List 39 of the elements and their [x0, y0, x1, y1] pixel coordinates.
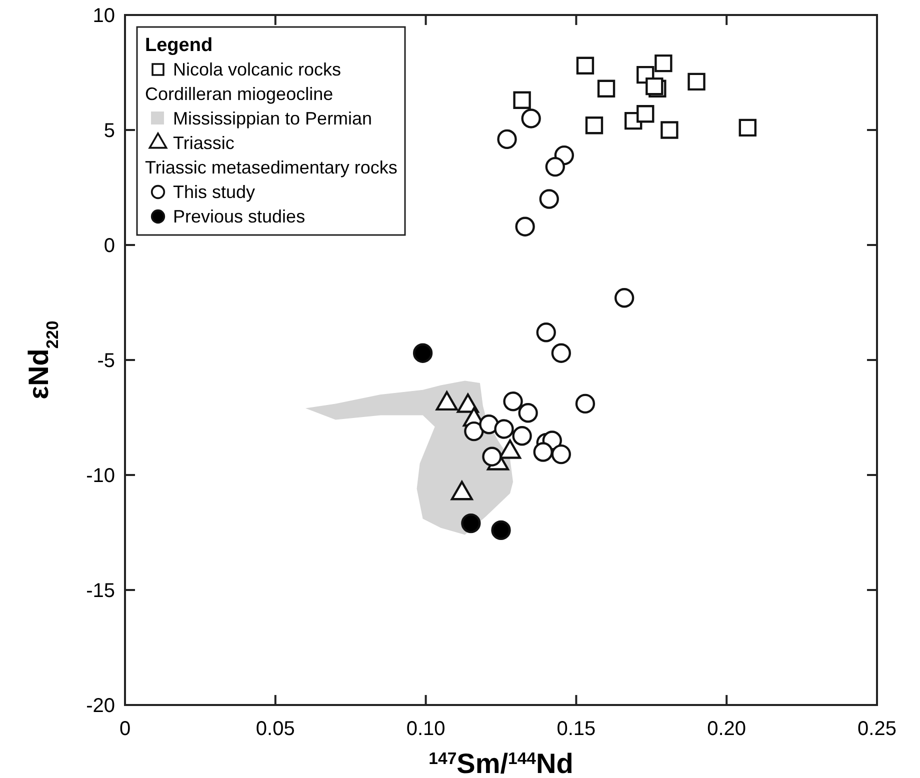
y-tick-label: -20	[86, 695, 115, 717]
point	[482, 446, 502, 466]
point	[636, 105, 654, 123]
x-tick-label: 0.05	[256, 718, 295, 740]
point	[597, 80, 616, 98]
x-axis-title: $^{147}$Sm/$^{144}$Nd	[428, 748, 574, 778]
point	[585, 116, 604, 134]
x-tick-label: 0.25	[858, 718, 896, 740]
legend-label: Mississippian to Permian	[173, 108, 372, 128]
point	[461, 513, 481, 534]
point	[533, 442, 553, 462]
point	[513, 91, 531, 109]
y-tick-label: 0	[104, 235, 115, 257]
point	[576, 56, 594, 74]
legend-label: Triassic	[173, 133, 234, 153]
point	[412, 343, 433, 363]
x-tick-label: 0.15	[556, 718, 596, 740]
point	[491, 520, 511, 540]
annotation: Cordilleran miogeocline	[145, 84, 334, 104]
y-tick-label: -10	[86, 465, 115, 487]
y-tick-label: 10	[92, 5, 115, 27]
legend-label: Previous studies	[173, 206, 306, 226]
point	[688, 72, 706, 91]
y-tick-label: -5	[97, 350, 115, 372]
x-tick-label: 0.10	[406, 718, 446, 740]
annotation: Triassic metasedimentary rocks	[145, 158, 398, 178]
y-tick-label: 5	[104, 120, 115, 142]
point	[479, 414, 499, 434]
y-tick-label: -15	[86, 580, 115, 602]
point	[646, 77, 664, 96]
legend-title: Legend	[145, 35, 213, 56]
x-tick-label: 0	[119, 718, 131, 740]
legend-label: This study	[173, 182, 256, 202]
point	[464, 421, 484, 442]
point	[654, 54, 672, 72]
point	[738, 118, 756, 137]
point	[660, 121, 678, 139]
legend-label: Nicola volcanic rocks	[173, 60, 342, 80]
x-tick-label: 0.20	[707, 718, 746, 740]
